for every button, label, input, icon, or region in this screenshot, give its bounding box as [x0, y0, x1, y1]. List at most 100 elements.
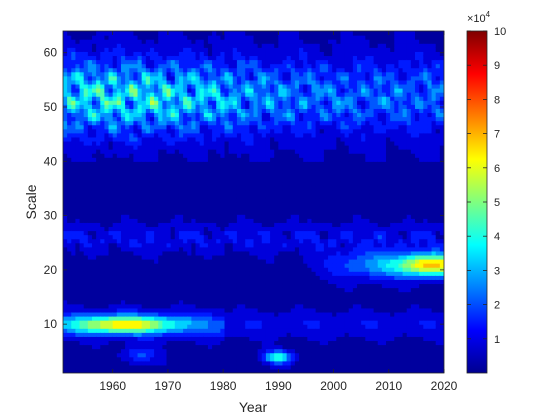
contour-cell — [75, 35, 81, 40]
contour-cell — [154, 79, 159, 85]
contour-cell — [149, 299, 155, 305]
contour-cell — [125, 263, 130, 268]
contour-cell — [220, 39, 226, 44]
contour-cell — [116, 336, 122, 342]
contour-cell — [195, 71, 201, 77]
contour-cell — [137, 35, 143, 40]
contour-cell — [120, 222, 126, 228]
contour-cell — [274, 336, 279, 342]
contour-cell — [162, 136, 168, 142]
contour-cell — [87, 128, 93, 134]
contour-cell — [257, 368, 263, 373]
contour-cell — [145, 132, 151, 138]
contour-cell — [195, 112, 201, 118]
contour-cell — [129, 222, 134, 228]
contour-cell — [71, 364, 77, 370]
contour-cell — [79, 116, 85, 122]
contour-cell — [91, 177, 97, 183]
contour-cell — [187, 39, 192, 44]
contour-cell — [116, 185, 122, 191]
contour-cell — [195, 311, 201, 317]
contour-cell — [265, 263, 271, 268]
contour-cell — [91, 287, 97, 293]
contour-cell — [303, 368, 308, 373]
contour-cell — [203, 128, 209, 134]
contour-cell — [191, 210, 197, 215]
contour-cell — [100, 43, 106, 48]
contour-cell — [212, 222, 217, 228]
contour-cell — [137, 210, 143, 215]
contour-cell — [162, 173, 168, 179]
contour-cell — [265, 356, 271, 362]
contour-cell — [149, 287, 155, 293]
contour-cell — [112, 116, 118, 122]
contour-cell — [145, 71, 151, 77]
contour-cell — [212, 340, 217, 346]
contour-cell — [216, 96, 221, 101]
contour-cell — [253, 55, 259, 61]
contour-cell — [203, 193, 209, 199]
contour-cell — [120, 100, 126, 105]
contour-cell — [294, 226, 300, 232]
contour-cell — [183, 226, 188, 232]
contour-cell — [270, 307, 275, 313]
contour-cell — [207, 75, 213, 81]
contour-cell — [212, 311, 217, 317]
contour-cell — [203, 55, 209, 61]
contour-cell — [183, 324, 188, 329]
contour-cell — [203, 307, 209, 313]
contour-cell — [241, 283, 246, 289]
contour-cell — [232, 254, 238, 260]
contour-cell — [265, 71, 271, 77]
contour-cell — [125, 303, 130, 309]
contour-cell — [212, 352, 217, 358]
contour-cell — [116, 259, 122, 264]
contour-cell — [112, 43, 118, 48]
contour-cell — [170, 283, 176, 289]
contour-cell — [282, 307, 288, 313]
contour-cell — [104, 364, 110, 370]
contour-cell — [241, 157, 246, 162]
contour-cell — [162, 71, 168, 77]
contour-cell — [236, 287, 242, 293]
contour-cell — [203, 287, 209, 293]
contour-cell — [253, 295, 259, 301]
contour-cell — [116, 328, 122, 333]
contour-cell — [253, 263, 259, 268]
contour-cell — [286, 214, 292, 219]
contour-cell — [87, 242, 93, 248]
contour-cell — [96, 43, 101, 48]
contour-cell — [278, 112, 284, 118]
contour-cell — [149, 311, 155, 317]
contour-cell — [270, 226, 275, 232]
contour-cell — [282, 295, 288, 301]
contour-cell — [120, 250, 126, 256]
contour-cell — [75, 352, 81, 358]
contour-cell — [75, 197, 81, 203]
contour-cell — [174, 254, 180, 260]
contour-cell — [108, 71, 114, 77]
contour-cell — [91, 332, 97, 337]
contour-cell — [191, 63, 197, 69]
contour-cell — [183, 368, 188, 373]
contour-cell — [112, 96, 118, 101]
contour-cell — [162, 287, 168, 293]
contour-cell — [75, 88, 81, 93]
contour-cell — [183, 59, 188, 65]
contour-cell — [286, 177, 292, 183]
contour-cell — [220, 210, 226, 215]
contour-cell — [87, 88, 93, 93]
contour-cell — [141, 193, 147, 199]
contour-cell — [199, 238, 205, 244]
contour-cell — [112, 197, 118, 203]
contour-cell — [141, 222, 147, 228]
contour-cell — [125, 67, 130, 73]
contour-cell — [154, 291, 159, 297]
contour-cell — [96, 283, 101, 289]
contour-cell — [220, 259, 226, 264]
contour-cell — [299, 63, 304, 69]
contour-cell — [133, 206, 139, 211]
contour-cell — [71, 291, 77, 297]
contour-cell — [195, 242, 201, 248]
contour-cell — [174, 299, 180, 305]
